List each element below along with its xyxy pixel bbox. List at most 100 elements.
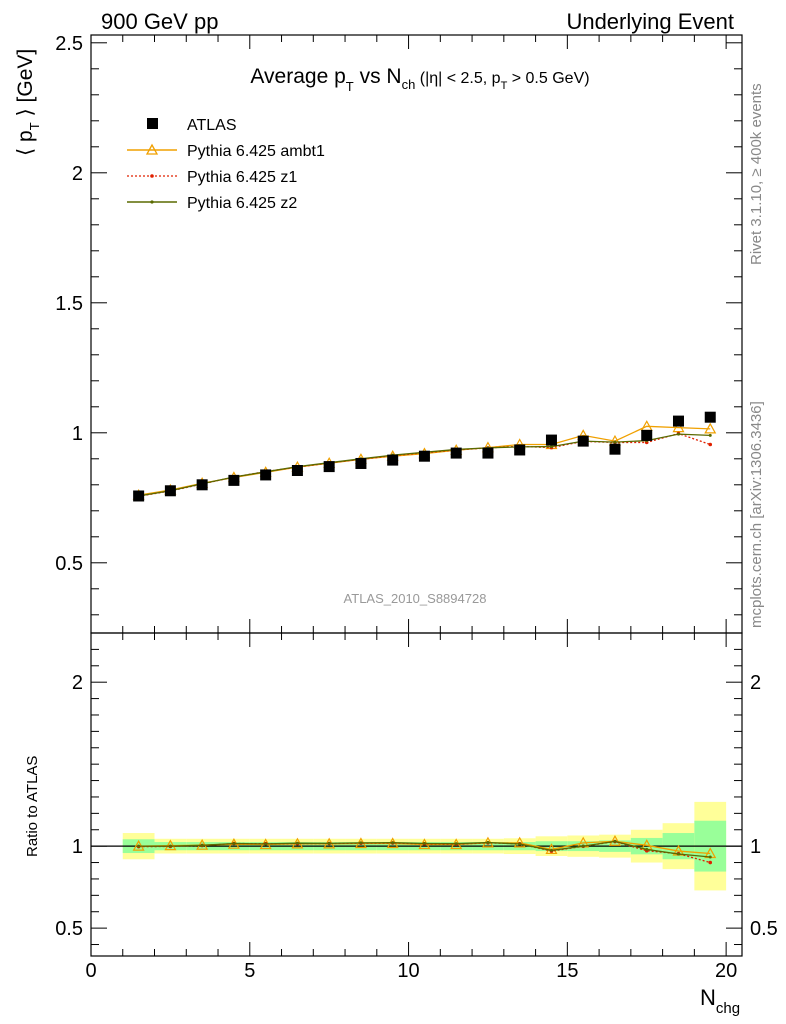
ylabel-ratio: Ratio to ATLAS: [24, 756, 41, 857]
analysis-tag: ATLAS_2010_S8894728: [344, 591, 487, 606]
title-sub3: T: [501, 80, 508, 92]
ratio-y-tick-label: 0.5: [55, 918, 83, 940]
x-tick-label: 10: [397, 960, 419, 982]
series-z1-point: [708, 442, 713, 447]
atlas-point: [133, 490, 145, 502]
series-z2-point: [549, 445, 553, 449]
atlas-point: [260, 469, 272, 481]
title-part4: > 0.5 GeV): [507, 70, 589, 87]
atlas-point: [514, 444, 526, 456]
title-sub2: ch: [402, 77, 416, 92]
ratio-frame: [90, 632, 743, 957]
ratio-plot-area: [132, 834, 717, 865]
ylabel-main: ⟨ pT ⟩ [GeV]: [14, 49, 42, 156]
xlabel-sub: chg: [716, 1000, 740, 1017]
ratio-z2-point: [232, 842, 236, 846]
ratio-z2-point: [454, 842, 458, 846]
ratio-z2-point: [486, 841, 490, 845]
x-tick-label: 15: [556, 960, 578, 982]
ratio-z2-point: [581, 844, 585, 848]
ylabel-sub: T: [27, 122, 42, 130]
plot-title: Average pT vs Nch (|η| < 2.5, pT > 0.5 G…: [250, 65, 589, 94]
ylabel-left: ⟨ p: [14, 130, 37, 156]
y-tick-label: 2: [72, 163, 83, 185]
ratio-z2-point: [295, 841, 299, 845]
ratio-y-tick-label: 1: [72, 836, 83, 858]
ratio-ambt1-point: [545, 843, 558, 855]
ratio-z2-point: [137, 844, 141, 848]
legend-ambt1-marker: [145, 143, 159, 155]
atlas-point: [228, 474, 240, 486]
legend-atlas-label: ATLAS: [187, 117, 237, 134]
ratio-z2-point: [613, 839, 617, 843]
x-tick-label: 5: [244, 960, 255, 982]
ratio-z2-point: [359, 841, 363, 845]
atlas-point: [291, 465, 303, 476]
ratio-y-tick-label-right: 2: [750, 672, 761, 694]
title-sub1: T: [346, 79, 354, 94]
atlas-point: [196, 479, 208, 491]
ratio-z2-point: [422, 842, 426, 846]
atlas-point: [164, 485, 176, 497]
atlas-point: [355, 457, 367, 469]
atlas-point: [704, 411, 716, 423]
ratio-y-tick-label: 2: [72, 672, 83, 694]
ratio-z2-point: [676, 852, 680, 856]
legend-ambt1-label: Pythia 6.425 ambt1: [187, 143, 325, 160]
series-z1-line: [138, 432, 711, 497]
ratio-z2-point: [549, 848, 553, 852]
tick-labels: 0.511.522.50.5 0.51 12 20 5 10 15 20: [55, 33, 778, 982]
x-tick-label: 20: [715, 960, 737, 982]
ratio-ambt1-point: [164, 839, 177, 851]
axes-frames: [90, 34, 743, 957]
ratio-z1-point: [708, 860, 713, 865]
series-z2-line: [138, 433, 711, 497]
title-part2: vs N: [354, 65, 402, 88]
series-z2-point: [708, 433, 712, 437]
y-tick-label: 2.5: [55, 33, 83, 55]
y-tick-label: 1: [72, 423, 83, 445]
atlas-point: [545, 434, 557, 446]
ratio-z2-point: [200, 843, 204, 847]
atlas-point: [577, 435, 589, 447]
ratio-z2-point: [327, 841, 331, 845]
title-part3: (|η| < 2.5, p: [415, 70, 500, 87]
legend-z2-label: Pythia 6.425 z2: [187, 195, 297, 212]
ratio-y-tick-label-right: 1: [750, 836, 761, 858]
y-tick-label: 1.5: [55, 293, 83, 315]
header-left: 900 GeV pp: [101, 9, 218, 34]
xlabel-main: N: [700, 985, 716, 1010]
series-z2-point: [676, 432, 680, 436]
atlas-point: [482, 447, 494, 459]
series-ambt1-point: [672, 421, 685, 433]
mcplots-label: mcplots.cern.ch [arXiv:1306.3436]: [748, 401, 765, 628]
legend-z1-label: Pythia 6.425 z1: [187, 169, 297, 186]
ratio-y-tick-label-right: 0.5: [750, 918, 778, 940]
ratio-z2-point: [264, 842, 268, 846]
ratio-ambt1-point: [608, 834, 621, 846]
main-plot-area: [132, 411, 717, 502]
atlas-point: [672, 415, 684, 427]
atlas-point: [609, 443, 621, 455]
legend: ATLAS Pythia 6.425 ambt1 Pythia 6.425 z1…: [127, 117, 325, 212]
series-z2-point: [613, 440, 617, 444]
atlas-point: [387, 454, 399, 466]
legend-atlas-marker: [147, 118, 158, 129]
atlas-point: [418, 450, 430, 462]
ratio-z2-point: [708, 855, 712, 859]
y-tick-label: 0.5: [55, 553, 83, 575]
series-ambt1-point: [704, 422, 717, 434]
ratio-z2-point: [518, 842, 522, 846]
atlas-point: [450, 447, 462, 459]
atlas-point: [323, 461, 335, 473]
rivet-label: Rivet 3.1.10, ≥ 400k events: [748, 83, 765, 265]
xlabel: Nchg: [700, 985, 740, 1017]
header-right: Underlying Event: [566, 9, 734, 34]
ratio-z2-point: [391, 841, 395, 845]
ratio-z2-point: [168, 844, 172, 848]
ylabel-right: ⟩ [GeV]: [14, 49, 37, 123]
ratio-z2-point: [645, 847, 649, 851]
ratio-ambt1-point: [513, 836, 526, 848]
atlas-point: [641, 429, 653, 441]
